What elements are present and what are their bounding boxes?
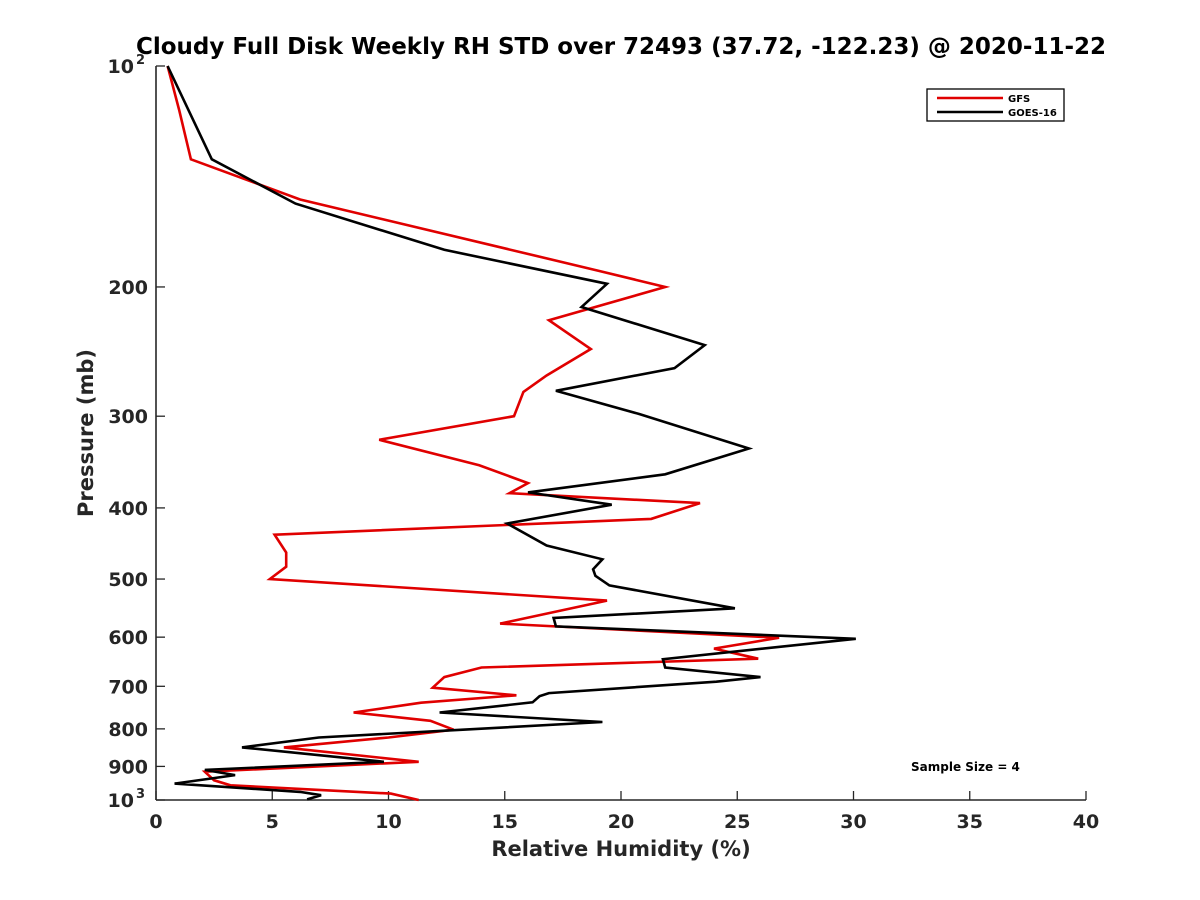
x-tick-label: 25 [724, 811, 750, 833]
y-tick-label: 200 [108, 277, 148, 299]
y-tick-label: 500 [108, 569, 148, 591]
y-tick-exponent: 3 [136, 787, 145, 802]
x-axis-label: Relative Humidity (%) [491, 837, 750, 861]
y-axis-label: Pressure (mb) [74, 349, 98, 517]
x-tick-label: 5 [266, 811, 279, 833]
legend-box [926, 88, 1065, 122]
x-axis-ticks: 0 5 10 15 20 25 30 35 40 [149, 791, 1099, 833]
y-tick-label: 10 2 [108, 53, 146, 78]
plot-area: 0 5 10 15 20 25 30 35 40 10 220030040050060070080… [108, 53, 1100, 833]
legend-label: GFS [1008, 94, 1030, 105]
y-tick-label: 900 [108, 756, 148, 778]
series-line-goes-16 [166, 65, 856, 801]
y-tick-base: 10 [108, 56, 134, 78]
x-tick-label: 40 [1073, 811, 1099, 833]
series-lines [166, 65, 856, 802]
x-tick-label: 0 [149, 811, 162, 833]
x-tick-label: 30 [840, 811, 866, 833]
legend-items: GFS GOES-16 [937, 94, 1057, 119]
chart-title: Cloudy Full Disk Weekly RH STD over 7249… [136, 34, 1106, 60]
y-tick-label: 800 [108, 719, 148, 741]
x-tick-label: 10 [375, 811, 401, 833]
legend: GFS GOES-16 [926, 88, 1065, 122]
x-tick-label: 35 [957, 811, 983, 833]
series-line-gfs [166, 65, 780, 802]
sample-size-annotation: Sample Size = 4 [911, 760, 1020, 774]
y-tick-label: 700 [108, 676, 148, 698]
x-tick-label: 20 [608, 811, 634, 833]
legend-label: GOES-16 [1008, 108, 1057, 119]
y-tick-label: 600 [108, 627, 148, 649]
y-tick-label: 300 [108, 406, 148, 428]
x-tick-label: 15 [492, 811, 518, 833]
y-tick-base: 10 [108, 790, 134, 812]
y-tick-label: 400 [108, 498, 148, 520]
y-tick-exponent: 2 [136, 53, 145, 68]
y-tick-label: 10 3 [108, 787, 146, 812]
